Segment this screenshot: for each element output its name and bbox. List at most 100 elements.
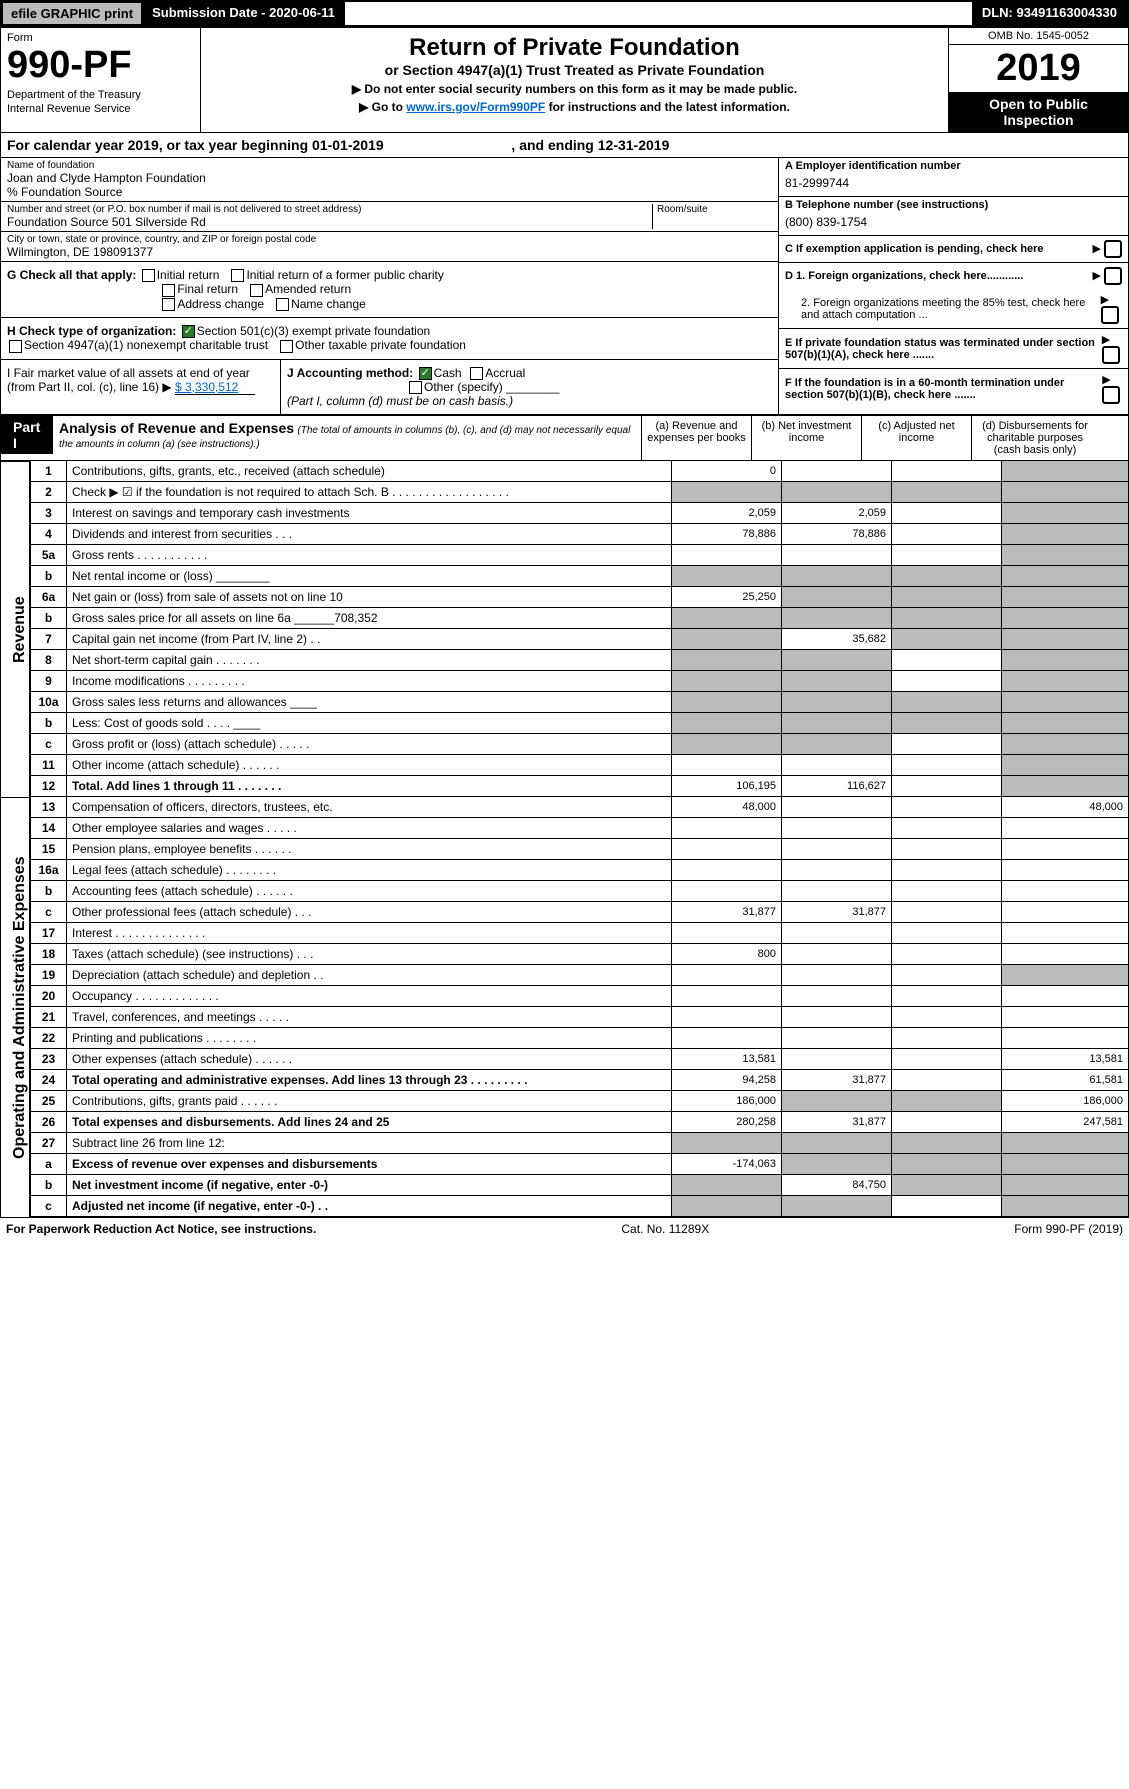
table-row: 3Interest on savings and temporary cash … [31, 503, 1129, 524]
dept-treasury: Department of the Treasury [7, 89, 194, 101]
row-desc: Compensation of officers, directors, tru… [67, 797, 672, 818]
revenue-side-label: Revenue [0, 461, 30, 797]
col-b-val [782, 545, 892, 566]
accrual-checkbox[interactable] [470, 367, 483, 380]
d1-checkbox[interactable] [1104, 267, 1122, 285]
col-b-val [782, 965, 892, 986]
col-b-val [782, 1007, 892, 1028]
table-row: 19Depreciation (attach schedule) and dep… [31, 965, 1129, 986]
table-row: 4Dividends and interest from securities … [31, 524, 1129, 545]
table-row: aExcess of revenue over expenses and dis… [31, 1154, 1129, 1175]
col-b-val [782, 1133, 892, 1154]
col-c-val [892, 944, 1002, 965]
col-a-val: 800 [672, 944, 782, 965]
col-a-val [672, 923, 782, 944]
table-row: 10aGross sales less returns and allowanc… [31, 692, 1129, 713]
table-row: 12Total. Add lines 1 through 11 . . . . … [31, 776, 1129, 797]
col-c-val [892, 1028, 1002, 1049]
initial-return-checkbox[interactable] [142, 269, 155, 282]
col-b-val: 2,059 [782, 503, 892, 524]
col-a-val: 25,250 [672, 587, 782, 608]
f-checkbox[interactable] [1102, 386, 1120, 404]
col-d-val [1002, 1175, 1129, 1196]
col-d-val [1002, 839, 1129, 860]
col-a-val [672, 755, 782, 776]
row-num: 15 [31, 839, 67, 860]
row-desc: Contributions, gifts, grants, etc., rece… [67, 461, 672, 482]
col-d-val [1002, 545, 1129, 566]
row-num: b [31, 608, 67, 629]
c-checkbox[interactable] [1104, 240, 1122, 258]
col-b-val: 116,627 [782, 776, 892, 797]
row-desc: Interest on savings and temporary cash i… [67, 503, 672, 524]
col-a-val: 13,581 [672, 1049, 782, 1070]
row-desc: Printing and publications . . . . . . . … [67, 1028, 672, 1049]
g-section: G Check all that apply: Initial return I… [1, 262, 778, 318]
row-desc: Gross sales less returns and allowances … [67, 692, 672, 713]
table-row: 9Income modifications . . . . . . . . . [31, 671, 1129, 692]
form-title: Return of Private Foundation [207, 34, 942, 62]
dept-irs: Internal Revenue Service [7, 103, 194, 115]
col-b-val: 84,750 [782, 1175, 892, 1196]
col-a-val [672, 1175, 782, 1196]
address-change-checkbox[interactable] [162, 298, 175, 311]
row-num: b [31, 1175, 67, 1196]
footer-left: For Paperwork Reduction Act Notice, see … [6, 1222, 316, 1236]
dln-label: DLN: 93491163004330 [972, 2, 1127, 25]
final-return-checkbox[interactable] [162, 284, 175, 297]
table-row: 13Compensation of officers, directors, t… [31, 797, 1129, 818]
col-c-val [892, 986, 1002, 1007]
e-checkbox[interactable] [1102, 346, 1120, 364]
opt-other-taxable: Other taxable private foundation [295, 338, 466, 352]
col-d-val [1002, 671, 1129, 692]
col-a-val [672, 860, 782, 881]
col-a-val: 31,877 [672, 902, 782, 923]
row-num: 23 [31, 1049, 67, 1070]
501c3-checkbox[interactable] [182, 325, 195, 338]
col-a-val [672, 1196, 782, 1217]
foundation-co: % Foundation Source [7, 185, 772, 199]
4947a1-checkbox[interactable] [9, 340, 22, 353]
col-a-val: 94,258 [672, 1070, 782, 1091]
opt-final: Final return [177, 282, 238, 296]
col-b-val [782, 650, 892, 671]
col-c-val [892, 503, 1002, 524]
col-b-val: 31,877 [782, 1112, 892, 1133]
i-value[interactable]: $ 3,330,512 [175, 380, 255, 395]
row-desc: Net investment income (if negative, ente… [67, 1175, 672, 1196]
col-d-val [1002, 503, 1129, 524]
table-row: bLess: Cost of goods sold . . . . ____ [31, 713, 1129, 734]
table-row: 6aNet gain or (loss) from sale of assets… [31, 587, 1129, 608]
col-a-val: 280,258 [672, 1112, 782, 1133]
form-header: Form 990-PF Department of the Treasury I… [0, 27, 1129, 133]
col-b-val [782, 461, 892, 482]
table-row: cAdjusted net income (if negative, enter… [31, 1196, 1129, 1217]
col-b-val: 31,877 [782, 1070, 892, 1091]
efile-button[interactable]: efile GRAPHIC print [2, 2, 142, 25]
table-row: 14Other employee salaries and wages . . … [31, 818, 1129, 839]
form990pf-link[interactable]: www.irs.gov/Form990PF [406, 100, 545, 114]
d1-label: D 1. Foreign organizations, check here..… [785, 270, 1023, 282]
row-num: 19 [31, 965, 67, 986]
table-row: bNet rental income or (loss) ________ [31, 566, 1129, 587]
row-num: 11 [31, 755, 67, 776]
other-checkbox[interactable] [409, 381, 422, 394]
opt-name-change: Name change [291, 297, 366, 311]
col-d-val [1002, 461, 1129, 482]
row-num: b [31, 881, 67, 902]
row-desc: Income modifications . . . . . . . . . [67, 671, 672, 692]
name-change-checkbox[interactable] [276, 298, 289, 311]
initial-public-checkbox[interactable] [231, 269, 244, 282]
table-row: 24Total operating and administrative exp… [31, 1070, 1129, 1091]
cash-checkbox[interactable] [419, 367, 432, 380]
col-a-val [672, 818, 782, 839]
row-desc: Check ▶ ☑ if the foundation is not requi… [67, 482, 672, 503]
omb-number: OMB No. 1545-0052 [949, 28, 1128, 45]
table-row: 23Other expenses (attach schedule) . . .… [31, 1049, 1129, 1070]
amended-return-checkbox[interactable] [250, 284, 263, 297]
col-b-val [782, 923, 892, 944]
d2-checkbox[interactable] [1101, 306, 1119, 324]
row-desc: Adjusted net income (if negative, enter … [67, 1196, 672, 1217]
col-b-val [782, 482, 892, 503]
other-taxable-checkbox[interactable] [280, 340, 293, 353]
